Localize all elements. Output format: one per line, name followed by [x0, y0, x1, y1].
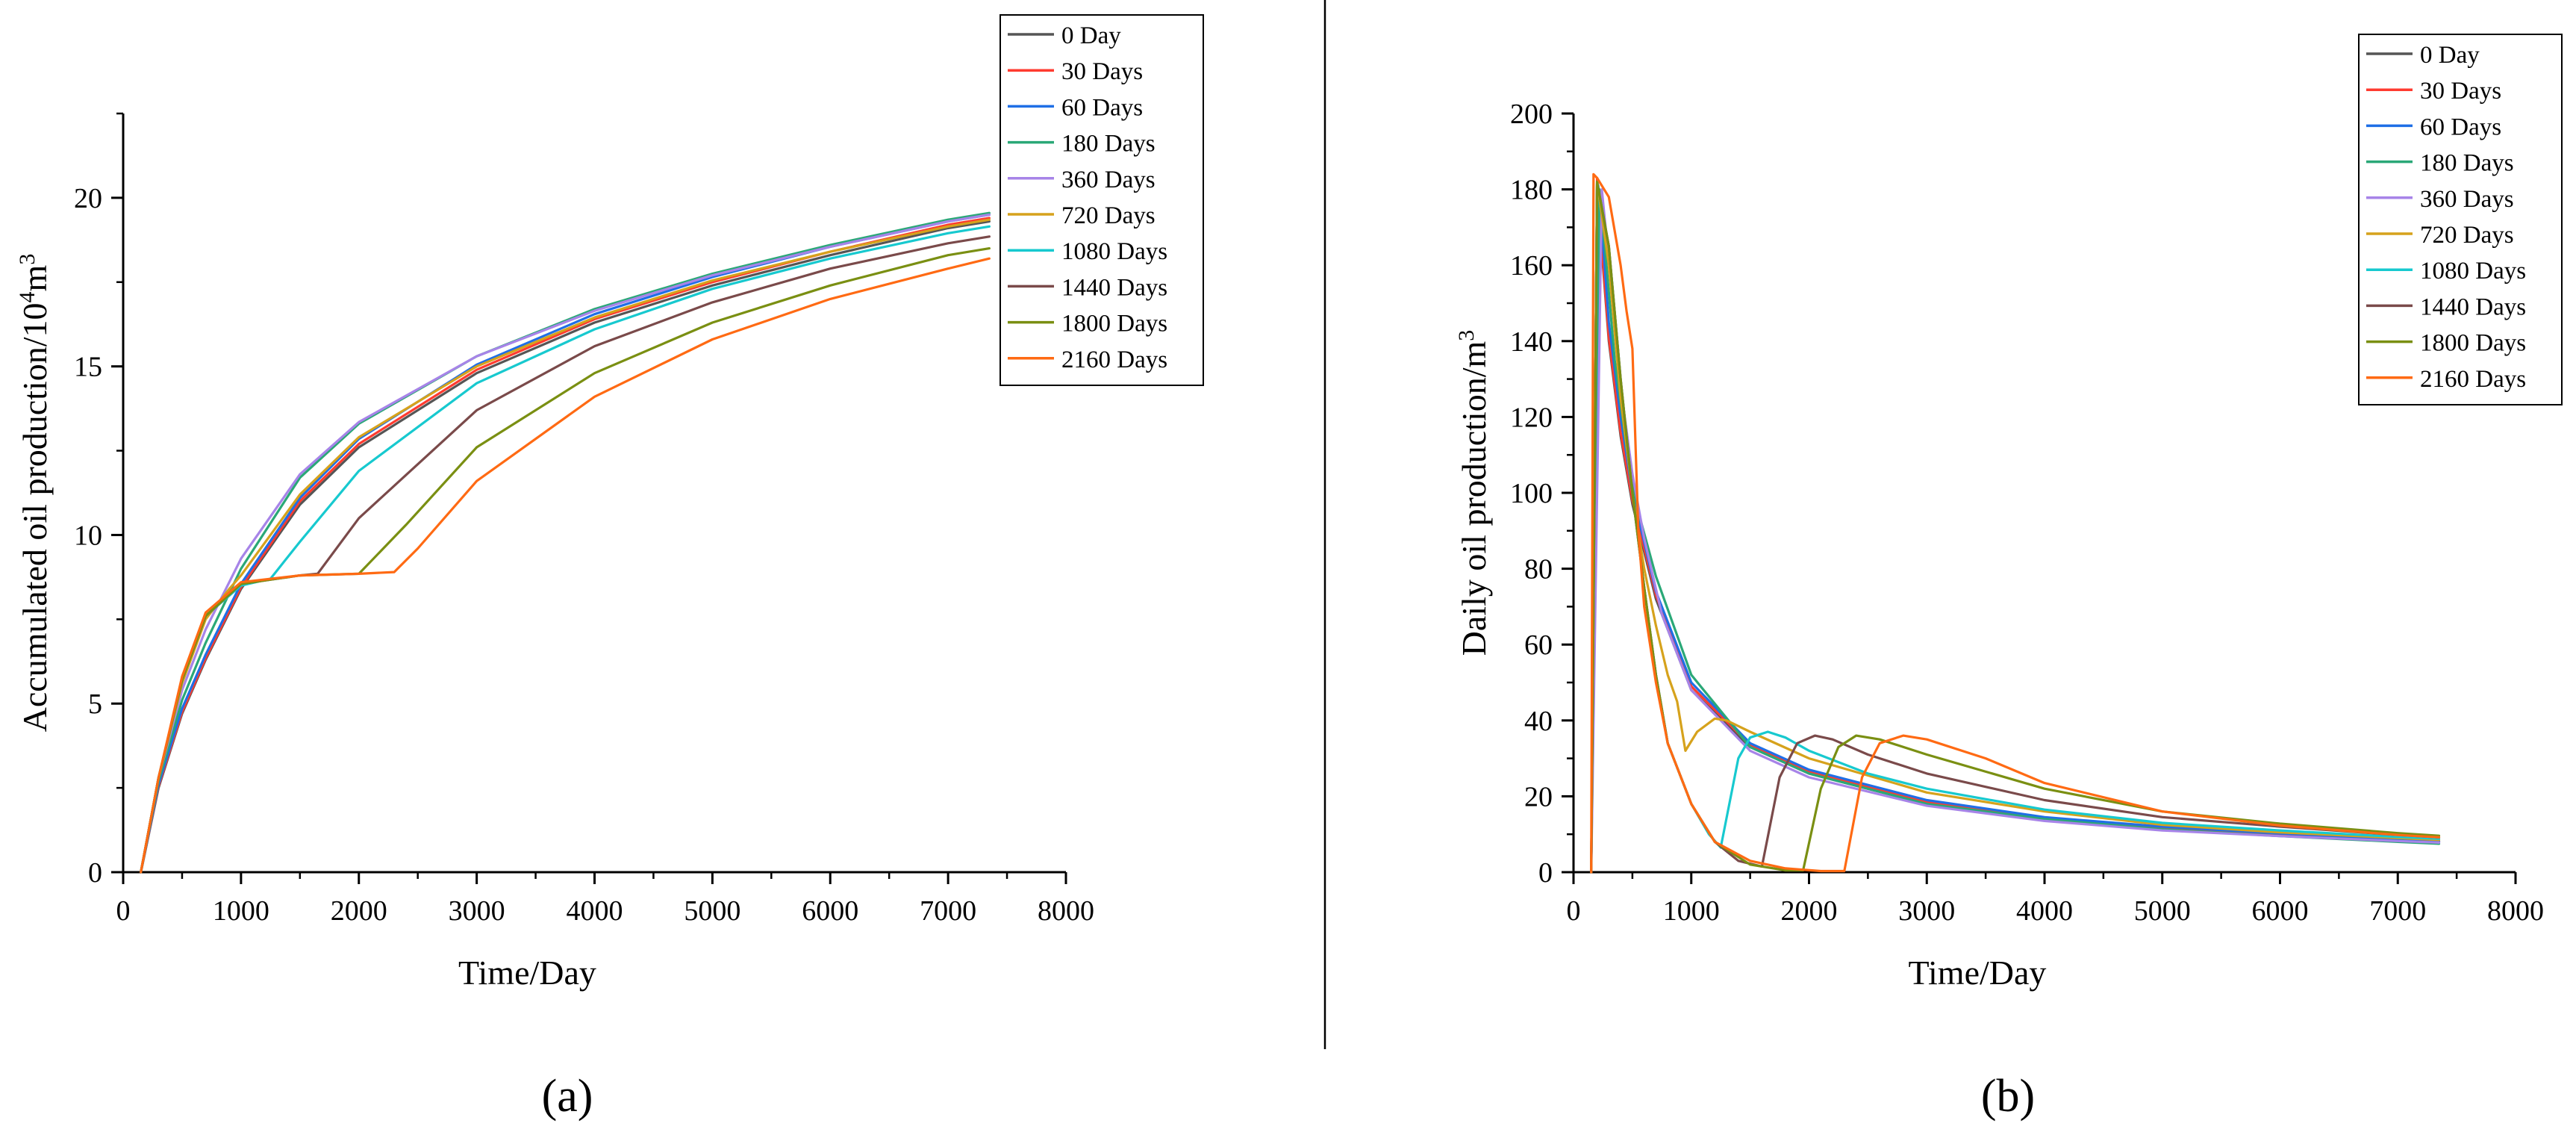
legend-label: 1440 Days	[1061, 274, 1167, 301]
y-tick-label: 0	[88, 857, 102, 889]
chart-panel-a: 0 1000 2000 3000 4000 5000 6000 7000 8000 0 5 10 15 2…	[15, 14, 1204, 1122]
chart-legend: 0 Day 30 Days 60 Days 180 Days 360 Days 720 D…	[2358, 34, 2563, 405]
x-tick-label: 8000	[2487, 895, 2544, 927]
series-line-360-days	[140, 213, 991, 874]
series-line-60-days	[140, 213, 991, 874]
series-line-30-days	[1590, 176, 2441, 874]
legend-label: 1080 Days	[2420, 258, 2526, 285]
legend-label: 720 Days	[1061, 202, 1156, 229]
x-tick-label: 3000	[1898, 895, 1955, 927]
y-axis-label-unit: m	[16, 264, 54, 291]
x-tick-label: 3000	[449, 895, 505, 927]
legend-label: 720 Days	[2420, 222, 2514, 249]
series-line-1800-days	[1590, 180, 2441, 874]
x-tick-label: 0	[1567, 895, 1581, 927]
y-tick-label: 20	[74, 183, 102, 214]
x-tick-label: 4000	[2016, 895, 2073, 927]
chart-legend: 0 Day 30 Days 60 Days 180 Days 360 Days 720 D…	[999, 14, 1204, 386]
x-tick-label: 2000	[331, 895, 387, 927]
y-tick-label: 60	[1524, 629, 1553, 661]
series-line-720-days	[1590, 180, 2441, 874]
series-line-2160-days	[140, 257, 991, 874]
legend-label: 30 Days	[2420, 78, 2501, 105]
legend-label: 0 Day	[2420, 42, 2480, 69]
x-tick-label: 6000	[802, 895, 858, 927]
y-tick-label: 15	[74, 352, 102, 383]
x-tick-label: 5000	[684, 895, 740, 927]
legend-label: 1800 Days	[1061, 311, 1167, 338]
y-tick-label: 140	[1510, 326, 1553, 358]
series-line-180-days	[140, 211, 991, 874]
legend-label: 2160 Days	[2420, 366, 2526, 393]
panel-label: (b)	[1981, 1071, 2035, 1122]
y-axis-label-superscript: 4	[15, 291, 40, 302]
legend-label: 180 Days	[2420, 150, 2514, 177]
x-tick-label: 5000	[2134, 895, 2191, 927]
y-axis-label-main: Accumulated oil production/10	[16, 302, 54, 732]
chart-panel-b: 0 1000 2000 3000 4000 5000 6000 7000 8000 0 20 40 60…	[1454, 34, 2563, 1122]
y-tick-label: 160	[1510, 250, 1553, 282]
x-tick-label: 7000	[920, 895, 976, 927]
x-tick-label: 0	[116, 895, 131, 927]
legend-label: 180 Days	[1061, 131, 1156, 158]
series-line-1080-days	[1590, 180, 2441, 874]
x-tick-label: 8000	[1038, 895, 1094, 927]
y-axis-label: Daily oil production/m3	[1454, 330, 1494, 656]
x-tick-label: 2000	[1781, 895, 1838, 927]
x-tick-label: 4000	[567, 895, 623, 927]
y-tick-label: 0	[1538, 857, 1553, 889]
y-tick-label: 120	[1510, 402, 1553, 433]
y-tick-label: 10	[74, 520, 102, 551]
legend-label: 2160 Days	[1061, 346, 1167, 373]
x-tick-label: 6000	[2252, 895, 2309, 927]
legend-label: 360 Days	[2420, 186, 2514, 213]
legend-label: 30 Days	[1061, 58, 1143, 85]
legend-label: 360 Days	[1061, 167, 1156, 193]
y-tick-label: 40	[1524, 706, 1553, 737]
x-axis-label: Time/Day	[1909, 954, 2047, 992]
y-axis-label-main: Daily oil production/m	[1455, 341, 1493, 656]
x-tick-label: 1000	[1663, 895, 1720, 927]
x-tick-label: 7000	[2369, 895, 2426, 927]
y-tick-label: 200	[1510, 99, 1553, 130]
legend-label: 1440 Days	[2420, 293, 2526, 320]
y-axis-label-superscript: 3	[1454, 330, 1479, 341]
legend-label: 1800 Days	[2420, 330, 2526, 357]
x-tick-label: 1000	[213, 895, 269, 927]
series-line-1440-days	[1590, 180, 2441, 874]
legend-label: 60 Days	[2420, 114, 2501, 140]
legend-label: 0 Day	[1061, 22, 1121, 49]
y-axis-label-superscript: 3	[15, 254, 40, 265]
x-axis-label: Time/Day	[458, 954, 596, 992]
series-line-2160-days	[1590, 172, 2441, 874]
y-axis-label: Accumulated oil production/104m3	[15, 254, 54, 733]
series-line-60-days	[1590, 184, 2441, 874]
panel-label: (a)	[542, 1071, 593, 1122]
y-tick-label: 100	[1510, 478, 1553, 509]
legend-label: 60 Days	[1061, 94, 1143, 121]
series-line-0-day	[1590, 180, 2441, 874]
legend-label: 1080 Days	[1061, 238, 1167, 265]
y-tick-label: 180	[1510, 175, 1553, 206]
y-tick-label: 20	[1524, 781, 1553, 812]
y-tick-label: 80	[1524, 554, 1553, 585]
y-tick-label: 5	[88, 688, 102, 720]
